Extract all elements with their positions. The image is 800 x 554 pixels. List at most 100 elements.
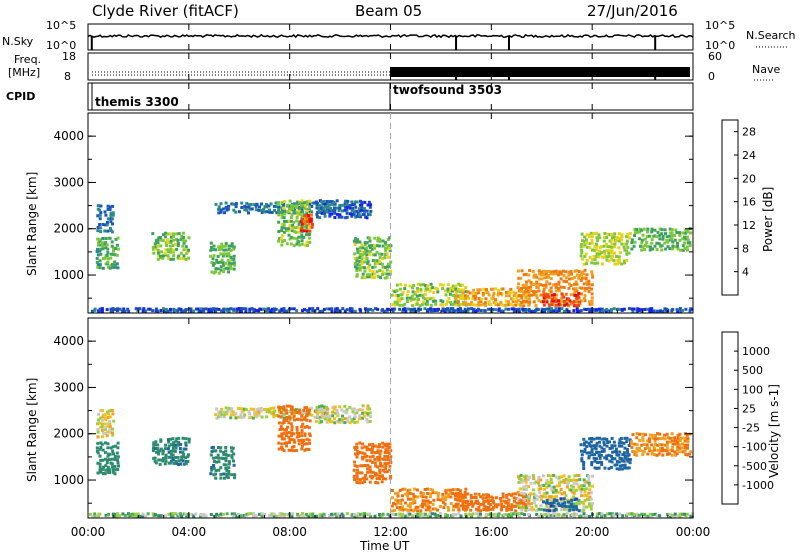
vel-cells-cell: [307, 438, 311, 442]
vel-cells-cell: [232, 459, 235, 463]
power-cells-cell: [289, 242, 293, 246]
power-cells-cell: [584, 238, 588, 242]
colorbar-tick-label: -1000: [742, 479, 774, 492]
vel-cells-cell: [458, 498, 462, 502]
vel-cells-cell: [231, 446, 235, 450]
power-cells-cell: [279, 237, 283, 241]
power-cells-cell: [441, 307, 445, 311]
power-cells-cell: [406, 290, 410, 293]
power-cells-cell: [179, 251, 183, 255]
power-cells-cell: [287, 227, 291, 231]
power-cells-cell: [487, 300, 491, 304]
power-cells-cell: [109, 213, 113, 217]
power-cells-cell: [676, 309, 680, 313]
power-cells-cell: [302, 235, 306, 239]
power-cells-cell: [331, 209, 335, 213]
power-cells-cell: [109, 307, 113, 311]
vel-cells-cell: [217, 415, 220, 419]
power-cells-cell: [287, 219, 291, 223]
vel-cells-cell: [630, 445, 634, 449]
vel-cells-cell: [332, 407, 336, 411]
vel-cells-cell: [580, 453, 584, 457]
vel-cells-cell: [464, 504, 468, 508]
vel-cells-cell: [315, 407, 319, 411]
power-cells-cell: [184, 239, 188, 243]
power-cells-cell: [152, 251, 156, 255]
vel-cells-cell: [331, 414, 335, 418]
vel-cells-cell: [356, 512, 360, 516]
power-cells-cell: [467, 297, 471, 300]
vel-cells-cell: [98, 421, 102, 425]
vel-cells-cell: [587, 441, 591, 445]
vel-cells-cell: [449, 491, 453, 495]
vel-cells-cell: [219, 446, 223, 450]
vel-cells-cell: [226, 409, 230, 413]
power-cells-cell: [424, 284, 428, 287]
vel-cells-cell: [305, 412, 309, 416]
vel-cells-cell: [584, 514, 588, 517]
power-cells-cell: [478, 288, 482, 292]
vel-cells-cell: [562, 513, 566, 517]
vel-cells-cell: [472, 496, 476, 499]
vel-cells-cell: [101, 418, 104, 422]
vel-cells-cell: [580, 459, 584, 463]
vel-cells-cell: [423, 502, 427, 506]
power-cells-cell: [524, 307, 528, 311]
power-cells-cell: [305, 224, 309, 228]
power-cells-cell: [562, 279, 566, 283]
vel-cells-cell: [282, 412, 286, 416]
vel-cells-cell: [210, 450, 214, 453]
vel-cells-cell: [318, 405, 322, 409]
vel-cells-cell: [351, 410, 355, 414]
vel-cells-cell: [106, 422, 110, 426]
power-cells-cell: [446, 289, 450, 293]
power-cells-cell: [360, 253, 364, 257]
power-cells-cell: [364, 307, 367, 311]
power-cells-cell: [305, 209, 309, 213]
vel-cells-cell: [663, 433, 667, 437]
power-cells-cell: [212, 244, 216, 248]
power-cells-cell: [548, 307, 552, 311]
power-cells-cell: [522, 290, 526, 294]
vel-cells-cell: [602, 447, 606, 451]
power-cells-cell: [550, 303, 554, 307]
vel-cells-cell: [544, 512, 548, 516]
vel-cells-cell: [280, 514, 283, 518]
power-cells-cell: [102, 257, 105, 260]
power-cells-cell: [554, 303, 558, 307]
power-cells-cell: [335, 199, 339, 203]
vel-cells-cell: [442, 497, 446, 501]
power-cells-cell: [484, 297, 488, 301]
power-cells-cell: [262, 207, 266, 211]
power-cells-cell: [534, 303, 538, 307]
power-cells-cell: [518, 287, 521, 291]
vel-cells-cell: [584, 440, 588, 444]
power-cells-cell: [646, 244, 650, 248]
vel-cells-cell: [391, 509, 395, 513]
vel-cells-cell: [582, 484, 586, 487]
vel-cells-cell: [96, 441, 100, 445]
power-cells-cell: [282, 226, 286, 230]
power-cells-cell: [411, 304, 415, 308]
power-cells-cell: [415, 302, 419, 306]
power-cells-cell: [457, 309, 461, 313]
vel-cells-cell: [136, 512, 140, 516]
vel-cells-cell: [670, 513, 674, 517]
power-cells-cell: [467, 307, 470, 311]
vel-cells-cell: [230, 473, 234, 477]
vel-cells-cell: [300, 430, 304, 434]
vel-cells-cell: [446, 506, 450, 509]
power-cells-cell: [360, 200, 364, 204]
vel-cells-cell: [313, 415, 317, 419]
vel-cells-cell: [545, 499, 549, 502]
vel-cells-cell: [618, 457, 622, 460]
vel-cells-cell: [496, 514, 500, 518]
vel-cells-cell: [506, 502, 510, 505]
vel-cells-cell: [524, 474, 528, 478]
power-cells-cell: [365, 246, 369, 250]
vel-cells-cell: [406, 514, 410, 518]
vel-cells-cell: [361, 451, 365, 455]
vel-cells-cell: [345, 411, 349, 415]
vel-cells-cell: [557, 477, 561, 481]
